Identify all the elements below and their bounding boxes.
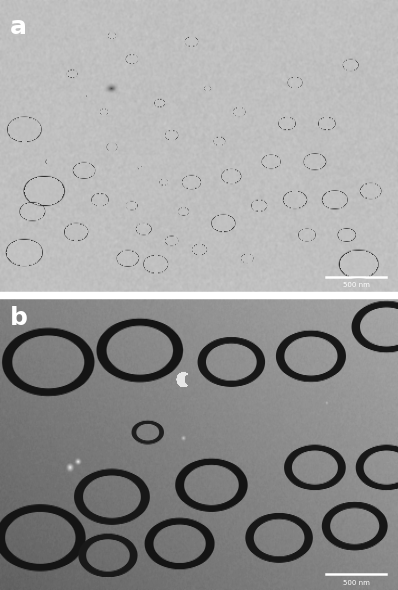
Text: a: a	[10, 15, 27, 38]
Text: 500 nm: 500 nm	[343, 580, 370, 586]
Text: b: b	[10, 306, 28, 330]
Text: 500 nm: 500 nm	[343, 283, 370, 289]
